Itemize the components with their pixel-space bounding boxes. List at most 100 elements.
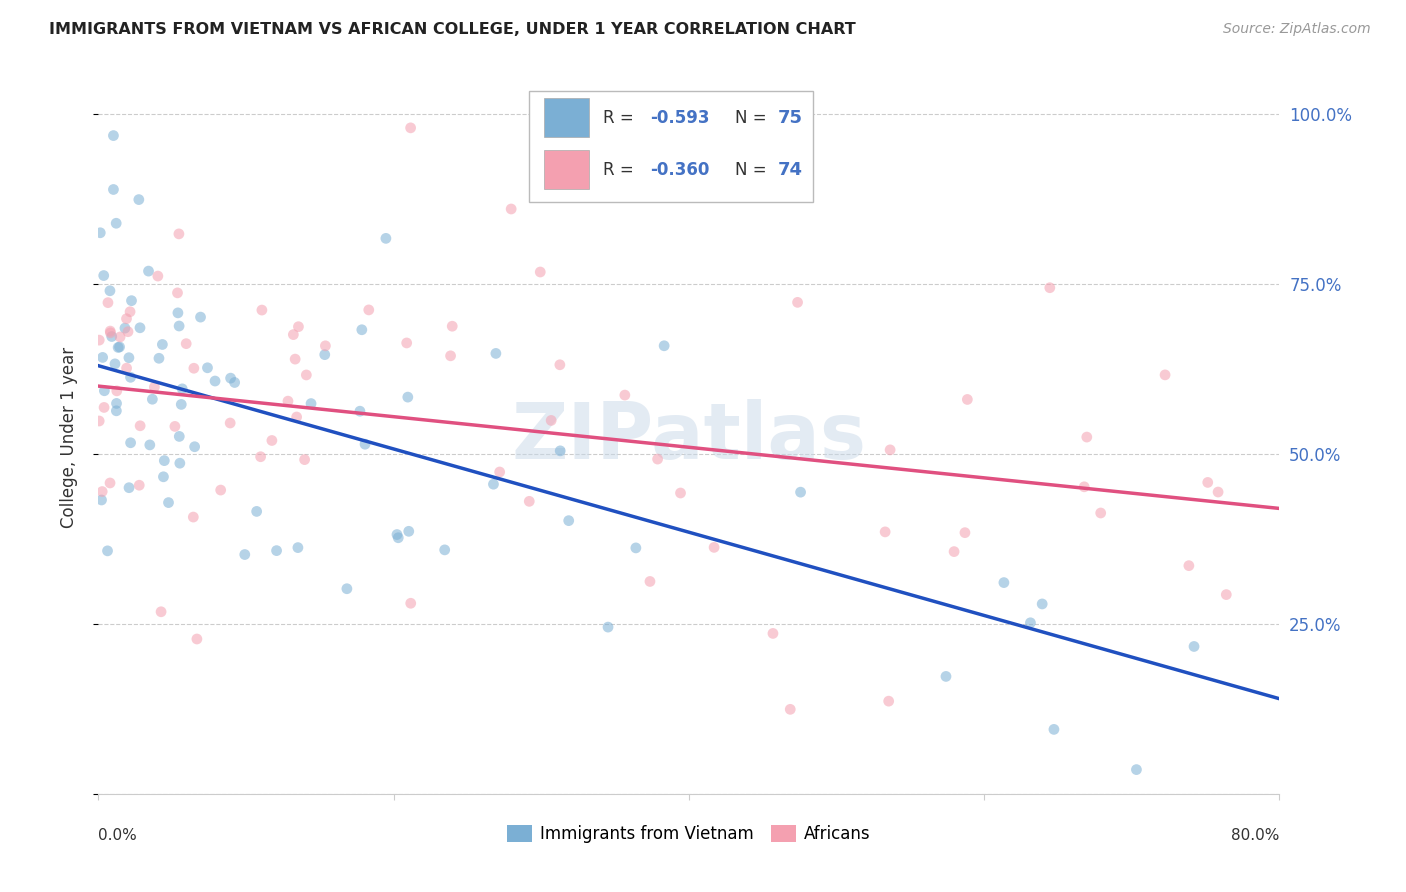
Point [349,404,371,418]
Point [350,323,373,337]
Point [204,374,226,388]
Point [287,319,309,334]
Point [956,392,979,407]
Point [183,440,205,454]
Point [283,327,305,342]
Text: 0.0%: 0.0% [98,829,138,843]
Point [107,341,129,355]
Point [93,401,115,415]
Point [96,544,118,558]
FancyBboxPatch shape [530,91,813,202]
Point [399,120,422,135]
Point [1197,475,1219,490]
Point [1125,763,1147,777]
Point [108,340,131,354]
Point [174,336,197,351]
Point [557,514,579,528]
Point [266,543,288,558]
Point [399,596,422,610]
Point [613,388,636,402]
Text: 80.0%: 80.0% [1232,829,1279,843]
Point [284,352,307,367]
Point [993,575,1015,590]
Point [93,268,115,283]
Point [183,361,205,376]
Point [441,319,464,334]
Point [336,582,359,596]
Point [1076,430,1098,444]
Point [97,295,120,310]
Point [638,574,661,589]
Point [624,541,647,555]
Point [1019,615,1042,630]
Point [89,226,111,240]
Point [439,349,461,363]
Point [482,477,505,491]
Point [1215,588,1237,602]
Point [186,632,208,646]
Point [150,337,173,351]
Text: N =: N = [735,109,772,127]
Point [517,494,540,508]
Point [219,371,242,385]
FancyBboxPatch shape [544,98,589,137]
Text: -0.360: -0.360 [650,161,710,178]
Point [669,486,692,500]
Point [190,310,212,325]
Point [299,396,322,410]
Point [120,304,142,318]
Point [105,384,128,398]
Point [287,541,309,555]
Point [398,524,420,539]
Point [138,264,160,278]
Point [115,361,138,376]
Point [118,351,141,365]
Point [146,268,169,283]
Point [387,531,409,545]
Point [129,320,152,334]
Point [374,231,396,245]
Text: Source: ZipAtlas.com: Source: ZipAtlas.com [1223,22,1371,37]
Text: R =: R = [603,161,638,178]
Point [157,495,180,509]
Point [197,360,219,375]
Point [433,542,456,557]
Point [104,357,127,371]
Y-axis label: College, Under 1 year: College, Under 1 year [59,346,77,528]
Point [652,339,675,353]
Point [167,306,190,320]
Point [703,541,725,555]
Point [120,435,142,450]
Point [153,453,176,467]
Point [118,481,141,495]
Point [100,326,122,340]
Point [98,475,121,490]
Text: R =: R = [603,109,638,127]
Text: N =: N = [735,161,772,178]
Point [277,394,299,409]
Point [105,216,128,230]
Point [93,384,115,398]
Text: ZIPatlas: ZIPatlas [512,399,866,475]
Point [548,443,571,458]
Point [529,265,551,279]
Point [1154,368,1177,382]
Text: 75: 75 [778,109,803,127]
Point [314,348,336,362]
Point [152,470,174,484]
Point [90,493,112,508]
Point [91,484,114,499]
Point [91,351,114,365]
Point [485,346,508,360]
Point [260,434,283,448]
Point [128,478,150,492]
Point [172,382,194,396]
Point [779,702,801,716]
Point [129,418,152,433]
Text: -0.593: -0.593 [650,109,710,127]
Point [114,321,136,335]
Point [115,311,138,326]
Point [219,416,242,430]
Point [103,128,125,143]
Point [1206,485,1229,500]
